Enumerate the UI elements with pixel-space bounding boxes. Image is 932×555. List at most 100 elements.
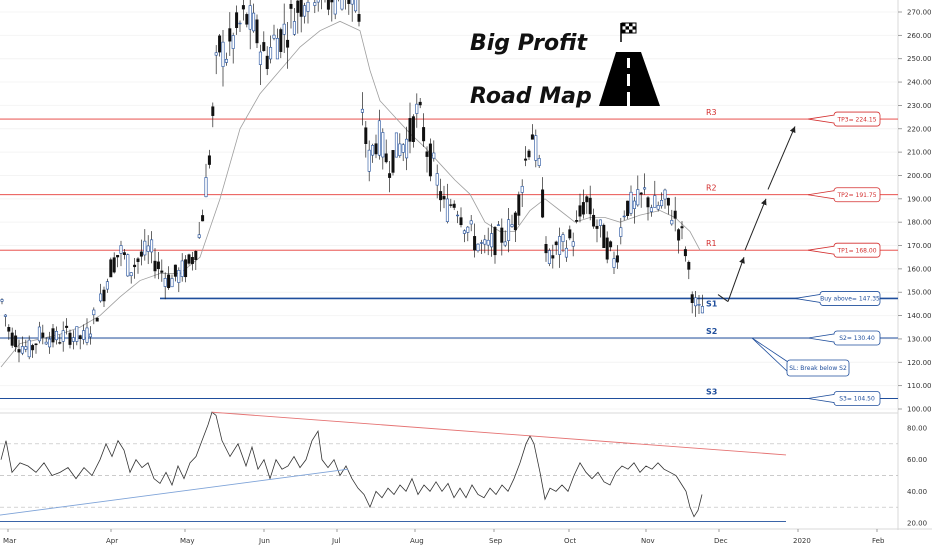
candle-body: [228, 28, 232, 42]
time-tick-label: Feb: [872, 537, 885, 545]
candle-body: [598, 219, 602, 226]
tp3-callout: TP3= 224.15: [807, 111, 881, 127]
candle-body: [207, 155, 211, 165]
time-tick-label: Aug: [410, 537, 424, 545]
candle-body: [605, 237, 609, 260]
s2-callout-text: S2= 130.40: [839, 335, 875, 342]
candle-body: [44, 341, 48, 345]
tp2-callout-join: [833, 191, 835, 199]
candle-body: [119, 245, 123, 254]
osc-trendline-up: [0, 468, 349, 516]
candle-body: [150, 239, 154, 253]
candle-body: [156, 261, 160, 270]
sl-box: [786, 359, 850, 377]
price-tick-label: 120.00: [907, 359, 932, 367]
s3-callout: S3= 104.50: [807, 391, 881, 406]
support-label: S3: [706, 387, 717, 396]
candle-body: [85, 327, 89, 343]
resistance-label: R2: [706, 184, 717, 193]
axes: 270.00 260.00 250.00 240.00 230.00 220.00 210.…: [3, 9, 932, 546]
candle-body: [537, 158, 541, 166]
candle-body: [581, 202, 585, 215]
tp1-callout-join: [833, 246, 835, 254]
candle-body: [690, 294, 694, 303]
candle-body: [371, 145, 375, 156]
candle-body: [340, 0, 344, 10]
candle-body: [428, 143, 432, 177]
candle-body: [558, 236, 562, 255]
candle-body: [211, 106, 215, 116]
candle-body: [146, 245, 150, 252]
candle-body: [377, 120, 381, 156]
candle-body: [95, 317, 99, 322]
level-lines: [0, 118, 898, 399]
time-tick-label: Apr: [106, 537, 118, 545]
candle-body: [241, 5, 245, 10]
candle-body: [92, 309, 96, 316]
candle-body: [510, 224, 514, 227]
candle-body: [31, 345, 35, 351]
projection-arrows: [717, 126, 796, 302]
candle-body: [700, 306, 704, 314]
candle-body: [197, 234, 201, 238]
candle-body: [452, 203, 456, 208]
candle-body: [547, 250, 551, 264]
candle-body: [17, 349, 21, 353]
candle-body: [592, 214, 596, 227]
candle-body: [479, 242, 483, 244]
price-tick-label: 190.00: [907, 195, 932, 203]
level-labels: R3 R2 R1 S1 S2 S3 TP3= 224.15 TP2= 191.75 TP1= 1…: [706, 108, 881, 406]
candle-body: [61, 330, 65, 342]
candle-body: [384, 153, 388, 163]
candle-body: [622, 215, 626, 218]
candle-body: [673, 210, 677, 219]
candle-body: [170, 278, 174, 288]
price-tick-label: 230.00: [907, 102, 932, 110]
candle-body: [37, 326, 41, 342]
price-tick-label: 240.00: [907, 79, 932, 87]
candle-body: [194, 250, 198, 260]
candle-body: [326, 0, 330, 10]
candle-body: [190, 257, 194, 264]
candle-body: [595, 225, 599, 229]
candle-body: [381, 132, 385, 158]
candle-body: [544, 243, 548, 254]
price-panel: [0, 0, 898, 412]
candle-body: [391, 150, 395, 173]
candle-body: [75, 326, 79, 342]
candle-body: [177, 270, 181, 283]
candle-body: [184, 259, 188, 278]
candle-body: [364, 127, 368, 144]
tp2-callout-text: TP2= 191.75: [836, 192, 876, 199]
checkered-flag-icon: [620, 22, 637, 42]
price-tick-label: 200.00: [907, 172, 932, 180]
tp3-callout-join: [833, 115, 835, 123]
candle-body: [139, 251, 143, 257]
candle-body: [224, 58, 228, 63]
price-tick-label: 160.00: [907, 265, 932, 273]
oscillator-panel: [0, 414, 898, 528]
candle-body: [24, 346, 28, 350]
candle-body: [7, 327, 11, 332]
tp2-callout: TP2= 191.75: [807, 187, 881, 203]
sl-callout: SL: Break below S2: [751, 337, 850, 377]
candle-body: [187, 254, 191, 264]
candle-body: [180, 260, 184, 277]
candle-body: [554, 241, 558, 246]
candle-body: [425, 151, 429, 157]
candle-body: [666, 197, 670, 206]
candle-body: [513, 212, 517, 231]
candle-body: [551, 255, 555, 259]
candle-body: [415, 103, 419, 114]
price-tick-label: 210.00: [907, 149, 932, 157]
candle-body: [609, 241, 613, 248]
candle-body: [269, 47, 273, 60]
candle-body: [646, 197, 650, 208]
candle-body: [357, 14, 361, 22]
candle-body: [252, 12, 256, 32]
tp3-callout-text: TP3= 224.15: [836, 116, 876, 123]
tp1-callout: TP1= 168.00: [807, 242, 881, 258]
candle-body: [99, 293, 103, 302]
candle-body: [265, 55, 269, 70]
